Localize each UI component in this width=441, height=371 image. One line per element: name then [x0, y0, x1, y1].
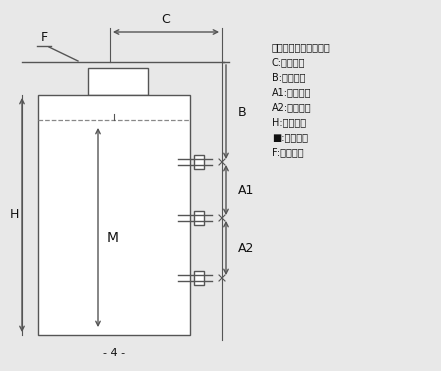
Text: B: B	[238, 105, 247, 118]
Bar	[194, 271, 204, 285]
Text: F: F	[41, 31, 48, 44]
Text: ■:测量范围: ■:测量范围	[272, 132, 308, 142]
Text: C:横向距离: C:横向距离	[272, 57, 306, 67]
Bar	[38, 95, 190, 335]
Text: M: M	[107, 230, 119, 244]
Bar	[194, 155, 204, 169]
Text: 用户须提供以下参数：: 用户须提供以下参数：	[272, 42, 331, 52]
Text: A1: A1	[238, 184, 254, 197]
Text: B:安装距离: B:安装距离	[272, 72, 306, 82]
Text: H: H	[9, 209, 19, 221]
Text: C: C	[161, 13, 170, 26]
Text: A2:安装距离: A2:安装距离	[272, 102, 312, 112]
Bar	[194, 211, 204, 225]
Text: A1:安装距离: A1:安装距离	[272, 87, 311, 97]
Text: A2: A2	[238, 242, 254, 255]
Text: H:安装高度: H:安装高度	[272, 117, 306, 127]
Bar	[88, 68, 148, 95]
Text: - 4 -: - 4 -	[103, 348, 125, 358]
Text: F:法兰尺寸: F:法兰尺寸	[272, 147, 303, 157]
